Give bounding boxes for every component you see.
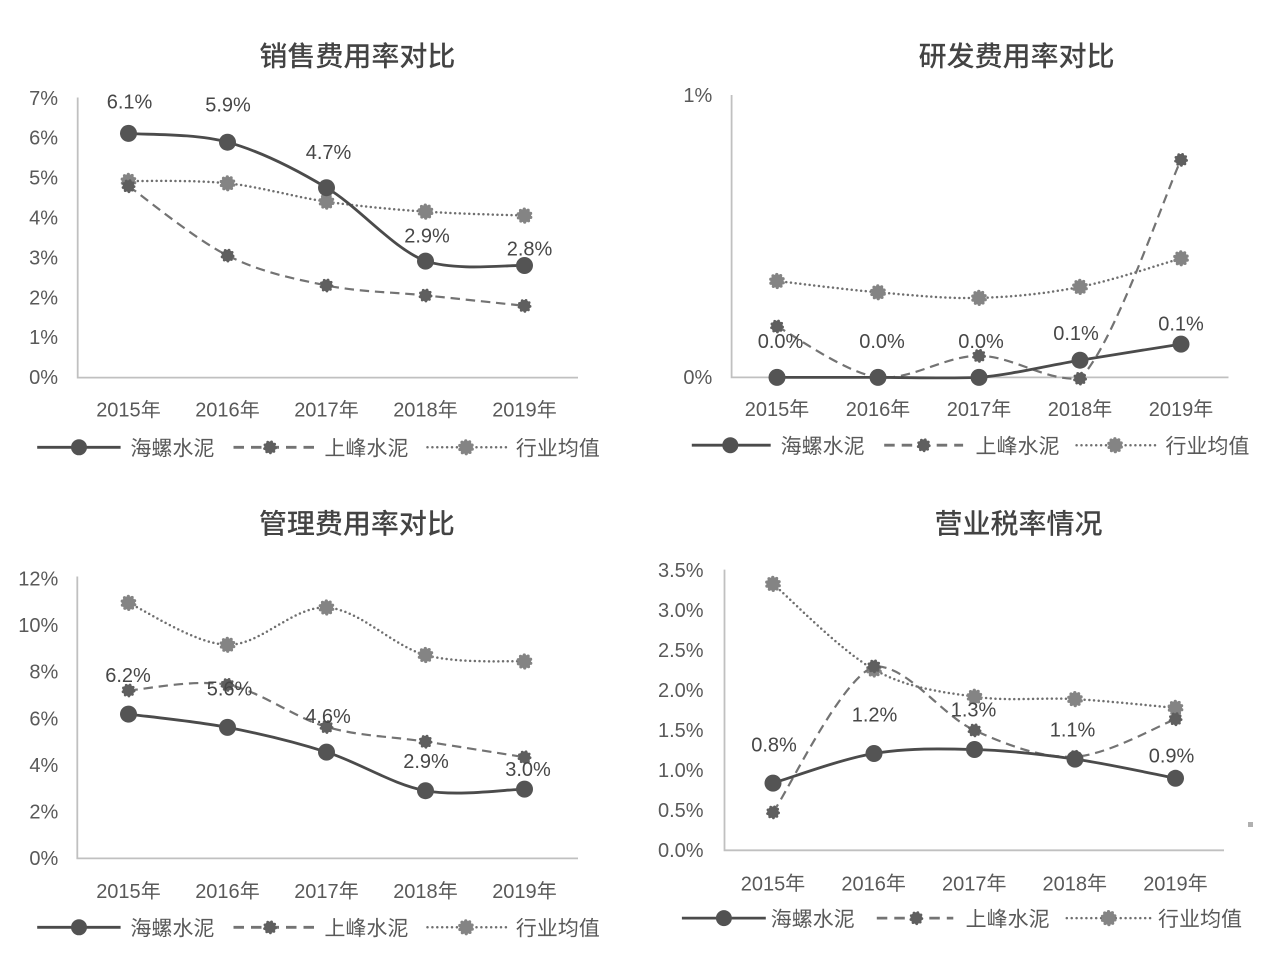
svg-text:1.0%: 1.0% [658, 760, 704, 782]
svg-text:0%: 0% [29, 367, 58, 389]
svg-text:2015: 2015 [745, 399, 790, 421]
svg-text:0.8%: 0.8% [751, 735, 797, 757]
svg-text:2015: 2015 [96, 881, 141, 903]
svg-text:1.2%: 1.2% [852, 705, 898, 727]
svg-text:4%: 4% [29, 208, 58, 230]
svg-text:2%: 2% [29, 801, 58, 823]
svg-text:5.6%: 5.6% [207, 679, 253, 701]
svg-text:1.3%: 1.3% [951, 700, 997, 722]
svg-text:2018: 2018 [1048, 399, 1093, 421]
svg-text:6%: 6% [29, 708, 58, 730]
svg-text:2016: 2016 [195, 881, 240, 903]
svg-text:0.0%: 0.0% [758, 331, 804, 353]
svg-text:12%: 12% [18, 569, 58, 591]
svg-text:0.9%: 0.9% [1149, 746, 1195, 768]
svg-text:2019: 2019 [492, 881, 537, 903]
svg-text:2016: 2016 [841, 873, 886, 895]
svg-text:5.9%: 5.9% [205, 95, 251, 117]
svg-text:2015: 2015 [96, 400, 141, 422]
svg-text:5%: 5% [29, 168, 58, 190]
svg-text:10%: 10% [18, 615, 58, 637]
svg-text:1%: 1% [29, 327, 58, 349]
svg-text:0.0%: 0.0% [958, 331, 1004, 353]
svg-text:0.1%: 0.1% [1053, 323, 1099, 345]
svg-text:4.6%: 4.6% [305, 706, 351, 728]
svg-text:0.1%: 0.1% [1158, 314, 1204, 336]
svg-text:2019: 2019 [1143, 873, 1188, 895]
svg-text:2016: 2016 [846, 399, 891, 421]
svg-text:0%: 0% [29, 848, 58, 870]
svg-text:4.7%: 4.7% [306, 142, 352, 164]
svg-text:0%: 0% [683, 367, 712, 389]
svg-text:1.1%: 1.1% [1050, 720, 1096, 742]
svg-text:6%: 6% [29, 128, 58, 150]
svg-text:0.0%: 0.0% [658, 840, 704, 862]
svg-text:3.0%: 3.0% [658, 600, 704, 622]
svg-text:3.0%: 3.0% [505, 759, 551, 781]
svg-text:3.5%: 3.5% [658, 560, 704, 582]
svg-text:2018: 2018 [1043, 873, 1088, 895]
svg-text:2018: 2018 [393, 400, 438, 422]
svg-text:2017: 2017 [294, 400, 339, 422]
svg-text:2015: 2015 [741, 873, 786, 895]
svg-text:6.1%: 6.1% [107, 92, 153, 114]
svg-text:0.0%: 0.0% [859, 331, 905, 353]
svg-text:2.9%: 2.9% [404, 226, 450, 248]
svg-text:2%: 2% [29, 287, 58, 309]
svg-text:1%: 1% [683, 85, 712, 107]
svg-text:2019: 2019 [492, 400, 537, 422]
svg-text:2018: 2018 [393, 881, 438, 903]
svg-text:3%: 3% [29, 247, 58, 269]
svg-text:0.5%: 0.5% [658, 800, 704, 822]
svg-text:2017: 2017 [942, 873, 987, 895]
svg-text:2017: 2017 [294, 881, 339, 903]
svg-text:2019: 2019 [1149, 399, 1194, 421]
svg-text:2.5%: 2.5% [658, 640, 704, 662]
svg-text:7%: 7% [29, 88, 58, 110]
svg-text:4%: 4% [29, 755, 58, 777]
svg-text:2017: 2017 [947, 399, 992, 421]
svg-text:2.0%: 2.0% [658, 680, 704, 702]
svg-text:2.9%: 2.9% [403, 751, 449, 773]
svg-text:1.5%: 1.5% [658, 720, 704, 742]
svg-text:6.2%: 6.2% [105, 665, 151, 687]
svg-text:2.8%: 2.8% [507, 239, 553, 261]
svg-text:2016: 2016 [195, 400, 240, 422]
svg-text:8%: 8% [29, 662, 58, 684]
